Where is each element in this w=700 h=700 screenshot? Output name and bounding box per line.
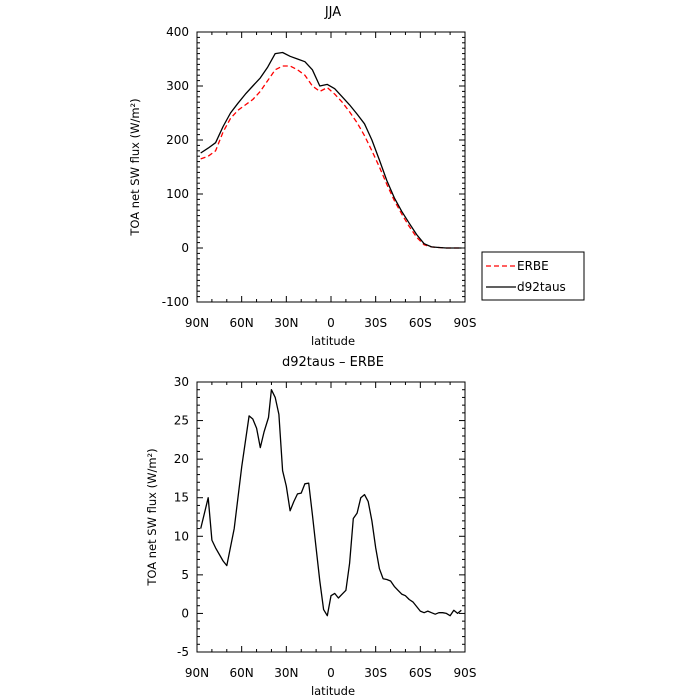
x-tick-label: 30N (274, 666, 298, 680)
x-tick-label: 60N (230, 316, 254, 330)
y-tick-label: 25 (174, 414, 189, 428)
legend: ERBE d92taus (481, 251, 585, 301)
top-y-axis-label: TOA net SW flux (W/m²) (128, 98, 142, 236)
y-tick-label: 200 (166, 133, 189, 147)
y-tick-label: 400 (166, 25, 189, 39)
bottom-plot-frame (196, 381, 466, 653)
y-tick-label: 0 (181, 241, 189, 255)
y-tick-label: 5 (181, 568, 189, 582)
bottom-chart-title: d92taus – ERBE (282, 355, 384, 370)
y-tick-label: 30 (174, 375, 189, 389)
x-tick-label: 60S (409, 666, 432, 680)
top-x-axis-label: latitude (311, 334, 355, 348)
x-tick-label: 90N (185, 666, 209, 680)
bottom-y-ticks: -5 0 5 10 15 20 25 30 (174, 375, 465, 659)
x-tick-label: 0 (327, 666, 335, 680)
y-tick-label: 20 (174, 452, 189, 466)
x-tick-label: 60S (409, 316, 432, 330)
y-tick-label: 15 (174, 491, 189, 505)
y-tick-label: -100 (162, 295, 189, 309)
top-chart-title: JJA (324, 5, 341, 20)
x-tick-label: 90S (454, 316, 477, 330)
top-y-ticks: -100 0 100 200 300 400 (162, 25, 465, 309)
bottom-series-lines (200, 389, 462, 617)
x-tick-label: 30N (274, 316, 298, 330)
bottom-y-axis-label: TOA net SW flux (W/m²) (145, 448, 159, 586)
series-line-d92taus (200, 51, 462, 249)
x-tick-label: 90S (454, 666, 477, 680)
top-series-lines (200, 51, 462, 249)
series-line-erbe (200, 65, 462, 249)
y-tick-label: 300 (166, 79, 189, 93)
legend-label-erbe: ERBE (517, 259, 549, 273)
panel-bottom: d92taus – ERBE -5 0 5 10 15 20 25 30 90N 60N 30N 0… (145, 355, 476, 698)
x-tick-label: 90N (185, 316, 209, 330)
x-tick-label: 30S (364, 316, 387, 330)
x-tick-label: 0 (327, 316, 335, 330)
y-tick-label: 100 (166, 187, 189, 201)
legend-box (481, 251, 585, 301)
series-line-difference (200, 389, 462, 617)
x-tick-label: 30S (364, 666, 387, 680)
bottom-x-axis-label: latitude (311, 684, 355, 698)
x-tick-label: 60N (230, 666, 254, 680)
bottom-x-ticks: 90N 60N 30N 0 30S 60S 90S (185, 382, 477, 680)
top-x-ticks: 90N 60N 30N 0 30S 60S 90S (185, 32, 477, 330)
top-plot-frame (196, 31, 466, 303)
y-tick-label: 0 (181, 606, 189, 620)
y-tick-label: 10 (174, 529, 189, 543)
legend-label-d92taus: d92taus (517, 280, 566, 294)
y-tick-label: -5 (177, 645, 189, 659)
